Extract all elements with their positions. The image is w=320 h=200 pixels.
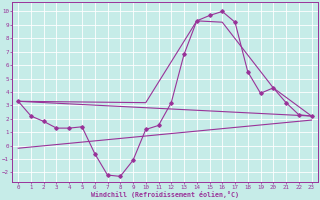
X-axis label: Windchill (Refroidissement éolien,°C): Windchill (Refroidissement éolien,°C): [91, 191, 239, 198]
